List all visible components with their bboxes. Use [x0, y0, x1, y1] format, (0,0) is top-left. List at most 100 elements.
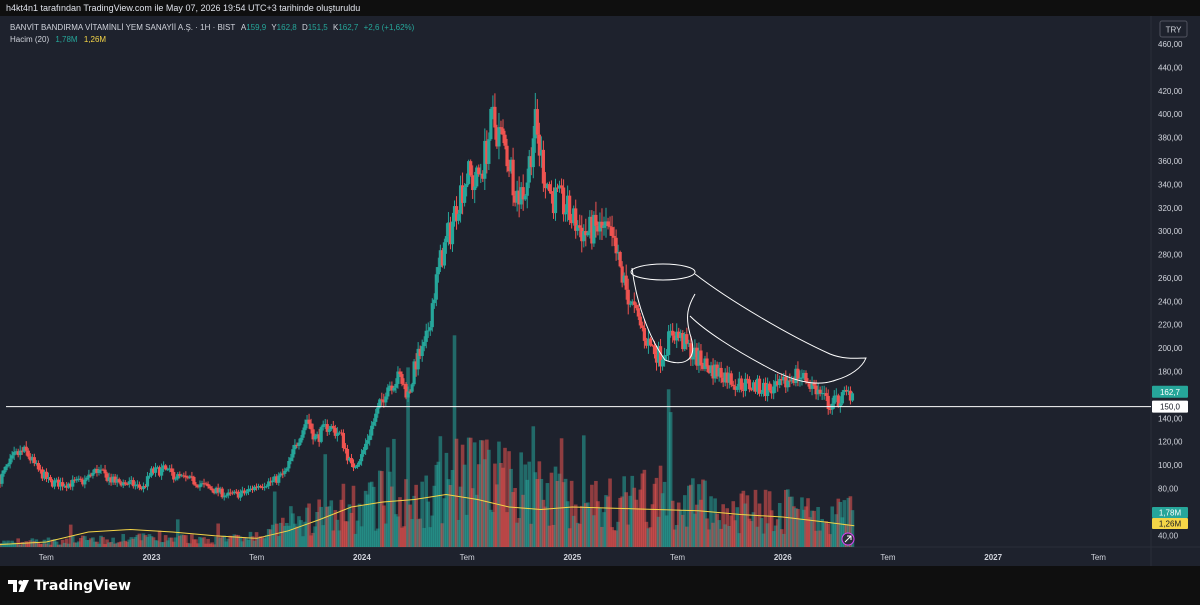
scroll-to-realtime-icon[interactable]: [841, 532, 855, 546]
candle-body: [71, 479, 75, 487]
candle-body: [234, 491, 238, 493]
volume-bar: [804, 506, 808, 547]
volume-bar: [711, 522, 715, 547]
candle-body: [69, 483, 73, 487]
tradingview-logo[interactable]: TradingView: [8, 576, 131, 596]
volume-bar: [157, 530, 162, 547]
volume-bar: [674, 525, 679, 547]
candle-body: [828, 408, 832, 410]
candle-body: [295, 444, 299, 446]
volume-bar: [832, 522, 837, 547]
volume-bar: [250, 536, 255, 547]
price-axis[interactable]: 460,00 440,00 420,00 400,00 380,00 360,00 340,…: [1158, 40, 1183, 540]
volume-bar: [644, 521, 649, 547]
volume-bar: [434, 464, 439, 547]
candle-body: [743, 378, 747, 391]
candle-body: [400, 374, 404, 384]
volume-bar: [658, 465, 663, 547]
candle-body: [523, 195, 527, 200]
volume-bar: [416, 519, 420, 547]
currency-button[interactable]: TRY: [1159, 20, 1188, 38]
volume-bar: [375, 528, 380, 547]
candle-body: [67, 483, 71, 488]
volume-bar: [579, 505, 584, 547]
volume-bar: [151, 537, 156, 547]
volume-bar: [264, 535, 269, 547]
candle-body: [99, 469, 103, 471]
volume-bar: [408, 504, 412, 547]
volume-bar: [586, 502, 590, 547]
volume-bar: [95, 541, 99, 547]
volume-bar: [12, 542, 16, 547]
candle-body: [184, 475, 188, 478]
volume-bar: [436, 461, 441, 547]
drawing-cup-rim[interactable]: [630, 263, 696, 281]
volume-bar: [230, 536, 235, 547]
volume-bar: [424, 475, 429, 547]
volume-bar: [266, 528, 271, 547]
volume-bar: [177, 535, 182, 547]
volume-bar: [392, 438, 396, 547]
candle-body: [810, 383, 814, 389]
candle-body: [525, 182, 529, 196]
volume-bar: [456, 519, 461, 547]
drawing-cup[interactable]: [689, 273, 867, 384]
candle-body: [471, 175, 475, 191]
candle-body: [382, 399, 386, 403]
time-axis[interactable]: Tem 2023 Tem 2024 Tem 2025 Tem 2026 Tem 2027 Tem: [39, 553, 1107, 562]
candle-body: [761, 382, 766, 393]
volume-bar: [291, 513, 295, 547]
candle-body: [711, 365, 715, 379]
candle-body: [174, 478, 178, 480]
volume-bar: [343, 521, 348, 547]
candle-body: [30, 457, 34, 461]
volume-bar: [555, 480, 560, 547]
volume-bar: [127, 539, 132, 547]
volume-bar: [175, 519, 180, 547]
volume-bar: [56, 544, 61, 547]
volume-bar: [497, 441, 501, 547]
candle-body: [402, 383, 406, 385]
candle-body: [107, 477, 111, 481]
volume-bar: [60, 539, 65, 547]
volume-bar: [531, 426, 536, 547]
candle-body: [396, 371, 400, 384]
drawing-handle[interactable]: [631, 267, 696, 364]
volume-bar: [485, 439, 489, 547]
legend-low-label: D: [302, 23, 308, 32]
candle-body: [301, 430, 305, 438]
candle-body: [204, 483, 208, 485]
volume-bar: [495, 484, 499, 547]
volume-bar: [725, 508, 730, 547]
volume-bar: [155, 540, 160, 547]
candle-body: [774, 381, 778, 387]
candle-body: [778, 378, 782, 386]
candle-body: [238, 493, 242, 498]
volume-bar: [561, 482, 566, 547]
volume-bar: [622, 476, 626, 547]
volume-bar: [466, 437, 471, 547]
chart-area[interactable]: 460,00 440,00 420,00 400,00 380,00 360,00 340,…: [0, 16, 1200, 566]
volume-bar: [765, 523, 770, 547]
volume-bar: [70, 535, 75, 547]
candle-body: [723, 372, 727, 383]
volume-bar: [143, 535, 148, 547]
volume-bar: [276, 536, 281, 547]
volume-bar: [535, 479, 540, 547]
volume-bar: [200, 538, 204, 547]
volume-bar: [842, 500, 847, 547]
volume-bar: [236, 535, 241, 547]
candle-body: [151, 468, 156, 473]
volume-bar: [707, 529, 711, 547]
candle-body: [378, 399, 382, 408]
volume-bar: [515, 522, 519, 547]
candle-body: [735, 386, 739, 390]
volume-bar: [781, 533, 786, 547]
volume-bar: [305, 507, 309, 547]
volume-bar: [820, 518, 824, 547]
candle-body: [693, 347, 697, 358]
candle-body: [763, 382, 768, 397]
candle-body: [551, 193, 556, 214]
candle-body: [416, 348, 420, 370]
hand-drawings[interactable]: [630, 263, 867, 384]
